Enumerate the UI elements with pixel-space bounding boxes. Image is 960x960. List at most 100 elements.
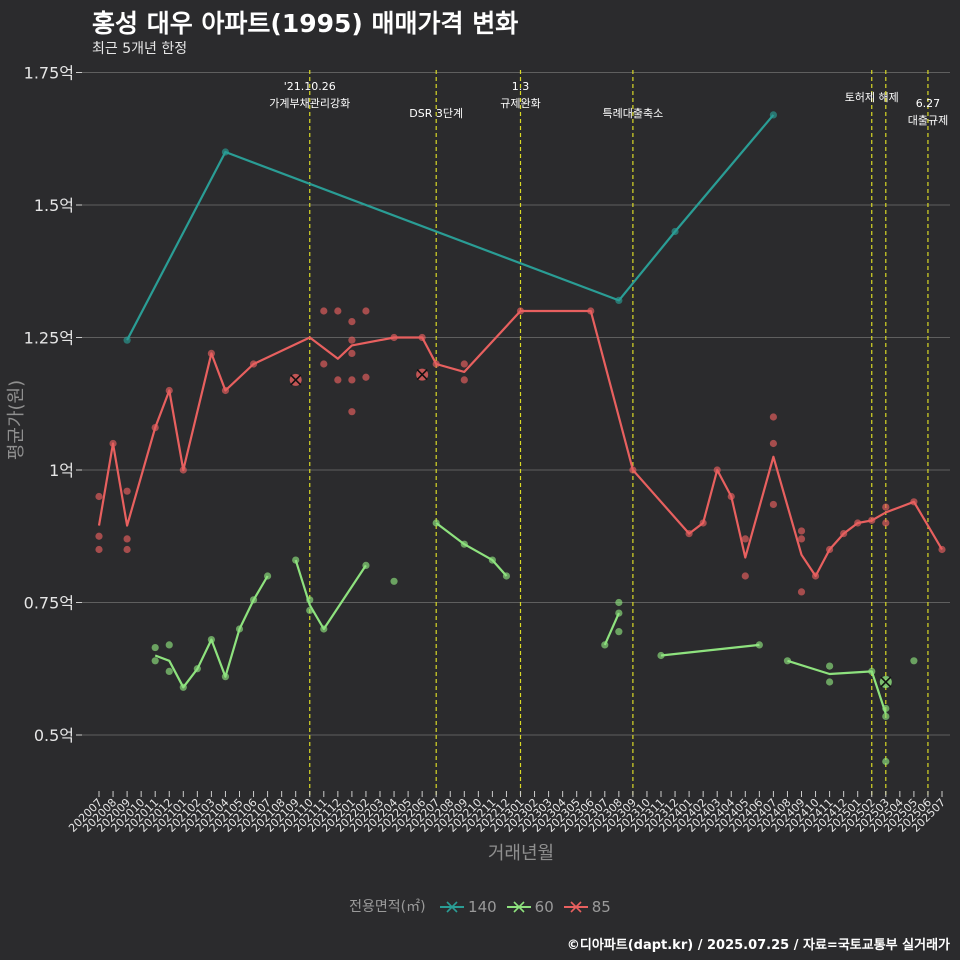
data-point-60 xyxy=(306,606,314,615)
data-point-85 xyxy=(221,386,230,395)
data-point-85 xyxy=(334,307,342,315)
data-point-85 xyxy=(769,500,778,509)
data-point-60 xyxy=(882,757,890,766)
legend-item-85: 85 xyxy=(562,898,611,916)
data-point-60 xyxy=(502,572,511,580)
data-point-85 xyxy=(95,545,103,554)
data-point-85 xyxy=(334,376,342,384)
data-point-60 xyxy=(207,636,215,644)
cancelled-mark-60 xyxy=(880,676,892,688)
data-point-60 xyxy=(882,712,890,721)
data-point-85 xyxy=(320,307,328,315)
data-point-60 xyxy=(165,641,173,649)
cancel-x-stroke xyxy=(290,374,302,386)
data-point-85 xyxy=(348,349,356,357)
data-point-85 xyxy=(840,530,848,538)
data-point-60 xyxy=(306,596,314,604)
cancel-x-stroke xyxy=(880,676,892,688)
data-point-60 xyxy=(882,704,890,713)
data-point-85 xyxy=(741,535,749,543)
data-point-60 xyxy=(151,643,159,652)
data-point-85 xyxy=(629,466,637,474)
data-point-85 xyxy=(741,572,749,580)
data-point-85 xyxy=(165,386,173,395)
chart-subtitle: 최근 5개년 한정 xyxy=(92,41,188,57)
data-point-60 xyxy=(249,596,258,604)
data-point-85 xyxy=(362,307,370,315)
data-point-85 xyxy=(460,376,468,384)
data-point-85 xyxy=(811,572,820,580)
data-point-85 xyxy=(769,413,778,421)
data-point-85 xyxy=(109,439,117,448)
grid xyxy=(82,72,950,736)
legend-item-140: 140 xyxy=(438,898,497,916)
data-point-85 xyxy=(123,535,131,543)
event-label-line: 가계부채관리강화 xyxy=(269,97,350,110)
data-point-85 xyxy=(587,307,595,315)
y-tick-label: 1억 xyxy=(49,461,74,480)
data-point-60 xyxy=(657,651,665,660)
data-point-85 xyxy=(797,527,806,535)
data-point-60 xyxy=(826,662,834,670)
event-label: 토허제 해제 xyxy=(845,90,899,104)
data-point-85 xyxy=(95,492,103,501)
data-point-60 xyxy=(235,625,244,633)
event-label-line: 특례대출축소 xyxy=(603,107,664,120)
legend-title: 전용면적(㎡) xyxy=(349,899,426,915)
data-point-60 xyxy=(755,641,763,649)
event-label-line: 6.27 xyxy=(916,97,941,110)
data-point-140 xyxy=(769,111,778,119)
series-line-140 xyxy=(126,114,775,341)
y-tick-label: 1.5억 xyxy=(34,196,74,215)
data-point-60 xyxy=(868,667,876,676)
data-point-60 xyxy=(362,561,370,570)
data-point-60 xyxy=(292,556,300,564)
legend-key-60 xyxy=(506,901,531,913)
data-point-140 xyxy=(615,296,623,304)
event-label-line: 1.3 xyxy=(512,80,530,93)
data-point-60 xyxy=(615,628,623,636)
data-point-140 xyxy=(671,227,679,236)
data-point-60 xyxy=(165,667,173,676)
data-point-60 xyxy=(151,657,159,665)
data-point-85 xyxy=(179,466,187,474)
cancelled-mark-85 xyxy=(290,374,302,386)
data-point-85 xyxy=(348,336,356,344)
data-point-85 xyxy=(516,307,525,315)
y-axis-title: 평균가(원) xyxy=(6,380,27,460)
event-label-line: 대출규제 xyxy=(908,114,948,127)
series-line-60 xyxy=(435,522,508,577)
data-point-60 xyxy=(179,683,187,691)
event-label-line: DSR 3단계 xyxy=(409,107,463,120)
data-point-85 xyxy=(727,492,735,501)
data-point-85 xyxy=(854,519,862,527)
event-label: 1.3 규제완화 xyxy=(500,80,540,110)
cancel-x-stroke xyxy=(416,369,428,381)
data-point-60 xyxy=(390,577,398,585)
y-tick-label: 1.75억 xyxy=(24,64,74,83)
series-line-60 xyxy=(294,559,367,631)
series-line-60 xyxy=(603,612,620,646)
data-point-85 xyxy=(882,503,890,511)
data-point-85 xyxy=(826,545,834,554)
axes: 0.5억0.75억1억1.25억1.5억1.75억202007202008202… xyxy=(24,64,948,835)
data-point-85 xyxy=(151,424,159,432)
chart-title: 홍성 대우 아파트(1995) 매매가격 변화 xyxy=(92,9,519,38)
legend-item-60: 60 xyxy=(505,898,554,916)
legend-key-140 xyxy=(440,901,465,913)
data-point-85 xyxy=(685,530,693,538)
data-point-85 xyxy=(320,360,328,368)
data-point-60 xyxy=(615,598,623,607)
y-tick-label: 0.75억 xyxy=(24,594,74,613)
series-line-60 xyxy=(787,659,887,715)
y-tick-label: 1.25억 xyxy=(24,329,74,348)
legend-label-140: 140 xyxy=(468,898,497,916)
data-point-85 xyxy=(797,535,806,543)
data-point-60 xyxy=(221,673,230,681)
data-point-60 xyxy=(826,678,834,686)
event-label: '21.10.26 가계부채관리강화 xyxy=(269,80,350,110)
cancelled-mark-85 xyxy=(416,369,428,381)
data-point-140 xyxy=(221,148,230,156)
data-point-60 xyxy=(432,519,440,527)
data-point-85 xyxy=(348,376,356,384)
